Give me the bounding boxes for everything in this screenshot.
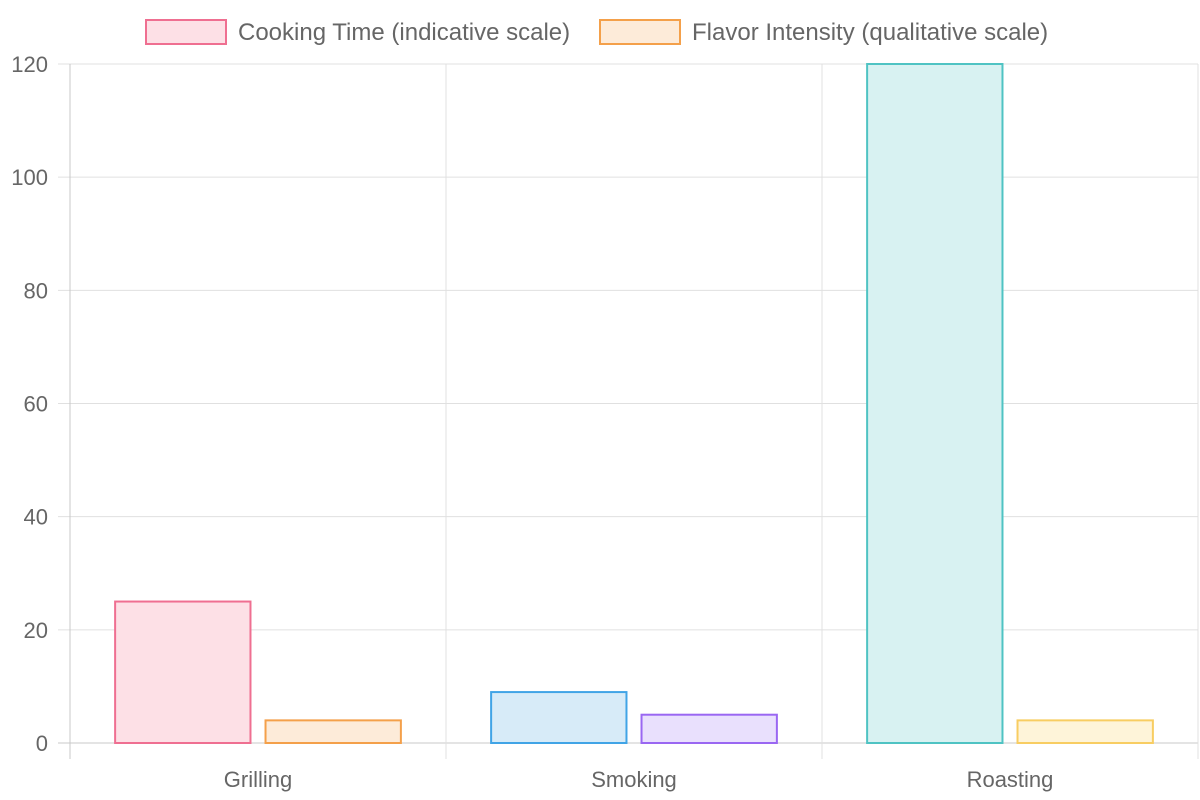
bar [264, 719, 402, 744]
x-tick-label: Grilling [224, 767, 292, 792]
y-tick-label: 80 [24, 278, 48, 303]
x-tick-label: Roasting [967, 767, 1054, 792]
y-tick-label: 40 [24, 505, 48, 530]
bar [866, 63, 1004, 744]
legend-label-flavor-intensity[interactable]: Flavor Intensity (qualitative scale) [692, 19, 1048, 46]
bar [1016, 719, 1154, 744]
bar [114, 600, 252, 745]
y-tick-label: 60 [24, 392, 48, 417]
y-tick-label: 20 [24, 618, 48, 643]
legend-swatch-cooking-time[interactable] [145, 19, 227, 45]
bars [114, 63, 1154, 745]
x-axis-ticks: Grilling Smoking Roasting [224, 767, 1054, 792]
bar [490, 691, 628, 745]
legend-swatch-flavor-intensity[interactable] [599, 19, 681, 45]
y-axis-ticks: 0 20 40 60 80 100 120 [11, 52, 48, 756]
y-tick-label: 100 [11, 165, 48, 190]
x-tick-label: Smoking [591, 767, 677, 792]
bar [640, 713, 778, 744]
y-tick-label: 120 [11, 52, 48, 77]
legend: Cooking Time (indicative scale) Flavor I… [145, 19, 1048, 46]
y-tick-label: 0 [36, 731, 48, 756]
legend-label-cooking-time[interactable]: Cooking Time (indicative scale) [238, 19, 570, 46]
